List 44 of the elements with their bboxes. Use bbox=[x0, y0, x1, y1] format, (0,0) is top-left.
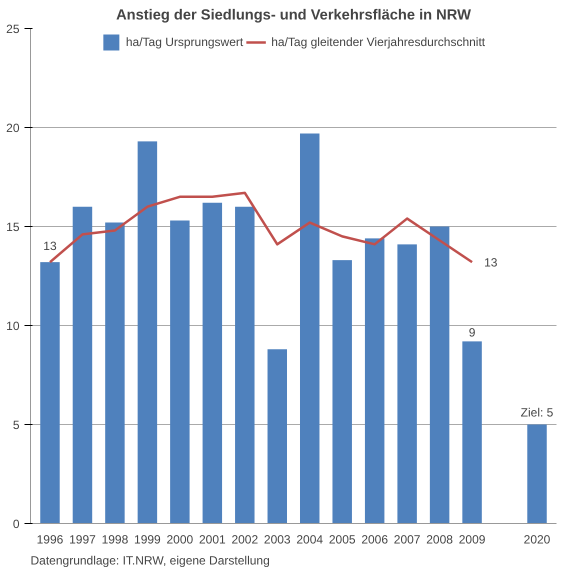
chart-title: Anstieg der Siedlungs- und Verkehrsfläche in NRW bbox=[116, 8, 472, 24]
bar bbox=[170, 220, 190, 524]
data-label: Ziel: 5 bbox=[520, 406, 554, 420]
y-tick-label: 0 bbox=[12, 517, 20, 531]
y-tick-label: 20 bbox=[6, 121, 20, 135]
x-tick-label: 2003 bbox=[264, 532, 291, 546]
y-tick-label: 10 bbox=[6, 319, 20, 333]
y-tick-label: 25 bbox=[6, 22, 20, 36]
x-tick-label: 2009 bbox=[458, 532, 486, 546]
bar bbox=[202, 202, 222, 524]
x-tick-label: 1997 bbox=[69, 532, 96, 546]
bar bbox=[430, 226, 450, 524]
legend-label: ha/Tag gleitender Vierjahresdurchschnitt bbox=[271, 35, 486, 49]
x-tick-label: 2020 bbox=[524, 532, 551, 546]
legend-label: ha/Tag Ursprungswert bbox=[126, 35, 244, 49]
bar bbox=[72, 206, 92, 524]
x-tick-label: 1998 bbox=[102, 532, 129, 546]
bar bbox=[527, 424, 547, 524]
data-label: 9 bbox=[468, 325, 476, 340]
x-tick-label: 2002 bbox=[231, 532, 258, 546]
x-tick-label: 2007 bbox=[394, 532, 421, 546]
bar bbox=[138, 141, 158, 524]
x-tick-label: 2005 bbox=[328, 532, 356, 546]
text: Datengrundlage: IT.NRW, eigene Darstellung bbox=[30, 554, 270, 568]
y-tick-label: 5 bbox=[12, 418, 20, 432]
x-tick-label: 2000 bbox=[166, 532, 194, 546]
bar bbox=[40, 262, 60, 524]
x-tick-label: 1999 bbox=[134, 532, 162, 546]
bar bbox=[462, 341, 482, 524]
y-tick-label: 15 bbox=[6, 220, 20, 234]
bar bbox=[364, 238, 384, 524]
data-label: 13 bbox=[43, 239, 57, 254]
x-tick-label: 2004 bbox=[296, 532, 324, 546]
x-tick-label: 2008 bbox=[426, 532, 454, 546]
bar bbox=[397, 244, 417, 524]
data-label: 13 bbox=[484, 256, 498, 270]
bar bbox=[300, 133, 320, 524]
x-tick-label: 1996 bbox=[36, 532, 64, 546]
bar bbox=[268, 349, 288, 524]
x-tick-label: 2001 bbox=[198, 532, 226, 546]
x-tick-label: 2006 bbox=[361, 532, 388, 546]
bar bbox=[235, 206, 255, 524]
bar bbox=[332, 260, 352, 524]
bar bbox=[105, 222, 125, 524]
